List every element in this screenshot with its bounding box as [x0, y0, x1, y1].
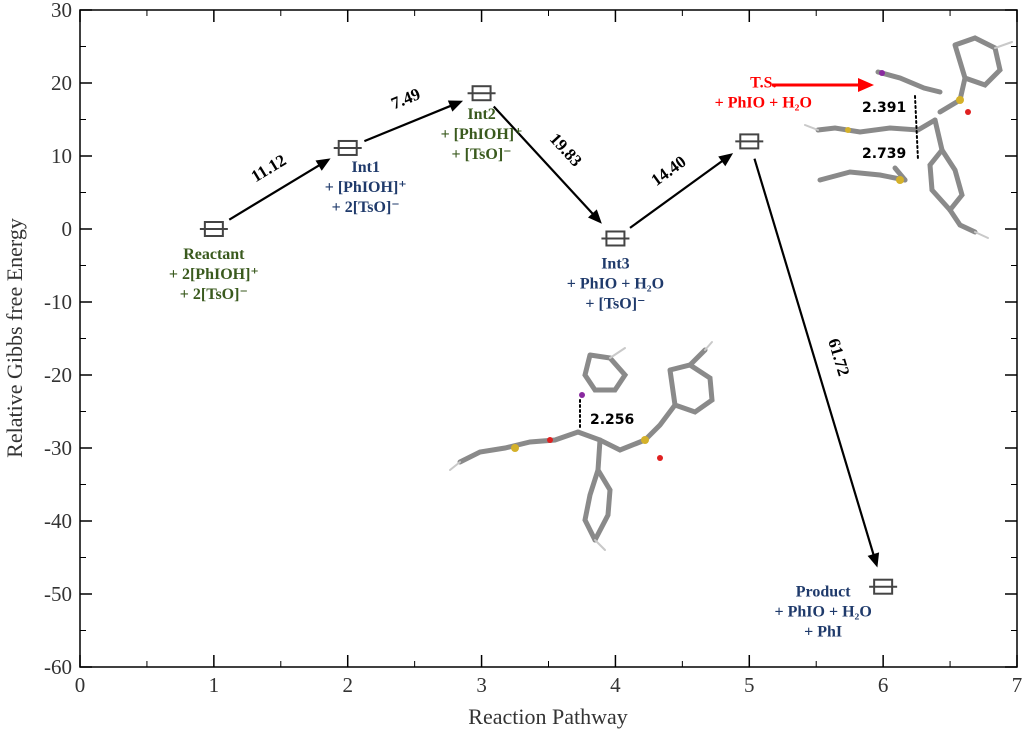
- state-label-species: + 2[TsO]⁻: [180, 286, 248, 303]
- transition-arrow-line: [753, 158, 876, 559]
- state-label-title: Int3: [601, 255, 629, 272]
- state-label-title: T.S.: [750, 74, 776, 91]
- y-axis-label: Relative Gibbs free Energy: [2, 218, 27, 458]
- state-label-species: + PhIO + H₂O: [715, 94, 812, 111]
- transition-arrow-line: [363, 103, 455, 143]
- y-tick-label: -40: [44, 509, 72, 533]
- y-tick-label: 0: [62, 217, 73, 241]
- x-tick-labels: 0 1 2 3 4 5 6 7: [75, 673, 1023, 697]
- state-label-species: + 2[PhIOH]⁺: [169, 266, 259, 283]
- x-tick-label: 3: [476, 673, 487, 697]
- state-label-title: Int1: [351, 159, 379, 176]
- state-label-title: Product: [796, 584, 851, 601]
- y-tick-label: -20: [44, 363, 72, 387]
- y-tick-label: -50: [44, 582, 72, 606]
- ts-distance-label-2: 2.739: [862, 146, 906, 162]
- state-labels: Reactant + 2[PhIOH]⁺ + 2[TsO]⁻ Int1 + [PhIOH…: [169, 74, 872, 640]
- y-tick-label: -10: [44, 290, 72, 314]
- transition-arrowhead: [867, 552, 880, 568]
- transition-energy-label: 11.12: [248, 151, 290, 187]
- y-tick-labels: 30 20 10 0 -10 -20 -30 -40 -50 -60: [44, 0, 72, 679]
- y-tick-label: -60: [44, 655, 72, 679]
- transition-arrowhead: [718, 153, 734, 167]
- transition-arrow-line: [228, 162, 323, 221]
- transition-arrowhead: [587, 209, 602, 224]
- axis-ticks: [79, 9, 1018, 668]
- x-tick-label: 6: [878, 673, 889, 697]
- y-tick-label: -30: [44, 436, 72, 460]
- x-tick-label: 5: [744, 673, 755, 697]
- x-axis-label: Reaction Pathway: [468, 704, 627, 729]
- state-markers: [199, 85, 898, 595]
- y-tick-label: 20: [51, 71, 72, 95]
- ts-pointer-arrowhead: [858, 78, 874, 92]
- int-distance-label: 2.256: [590, 412, 634, 428]
- state-label-species: + PhI: [804, 624, 842, 641]
- state-label-species: + 2[TsO]⁻: [332, 199, 400, 216]
- ts-molecule-image: [804, 35, 1013, 239]
- transition-arrowhead: [447, 100, 464, 112]
- intermediate-molecule-image: [449, 341, 715, 551]
- ts-distance-label-1: 2.391: [862, 100, 906, 116]
- x-tick-label: 7: [1012, 673, 1023, 697]
- y-tick-label: 30: [51, 0, 72, 22]
- transition-arrowhead: [315, 158, 331, 171]
- state-label-species: + [PhIOH]⁺: [325, 179, 407, 196]
- state-label-species: + PhIO + H₂O: [775, 604, 872, 621]
- state-label-species: + PhIO + H₂O: [567, 275, 664, 292]
- x-tick-label: 1: [209, 673, 220, 697]
- state-label-species: + [TsO]⁻: [585, 295, 645, 312]
- transition-arrow-line: [492, 105, 596, 218]
- x-tick-label: 0: [75, 673, 86, 697]
- transition-energy-label: 19.83: [546, 129, 586, 170]
- state-label-title: Reactant: [183, 246, 245, 263]
- state-label-species: + [PhIOH]⁺: [441, 126, 523, 143]
- y-tick-label: 10: [51, 144, 72, 168]
- transition-energy-label: 7.49: [388, 84, 423, 113]
- transition-arrows: 11.12 7.49 19.83 14.40 61.72: [228, 84, 880, 568]
- state-label-species: + [TsO]⁻: [452, 146, 512, 163]
- x-tick-label: 2: [342, 673, 353, 697]
- x-tick-label: 4: [610, 673, 621, 697]
- transition-energy-label: 14.40: [647, 152, 689, 190]
- transition-arrow-line: [629, 158, 726, 229]
- state-label-title: Int2: [467, 106, 495, 123]
- transition-energy-label: 61.72: [824, 336, 853, 378]
